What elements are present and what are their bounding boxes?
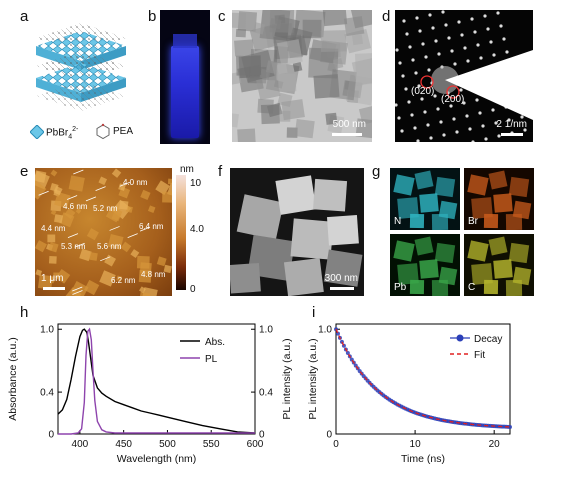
tem-scale-bar-label: 500 nm bbox=[332, 119, 366, 130]
stem-scale-bar-label: 300 nm bbox=[324, 273, 358, 284]
panel-letter-a: a bbox=[20, 8, 29, 25]
x-tick-label: 0 bbox=[333, 439, 339, 450]
thickness-label-7: 5.6 nm bbox=[97, 242, 122, 251]
y-axis-title: Absorbance (a.u.) bbox=[7, 337, 19, 420]
spot-label-020: (020) bbox=[411, 86, 435, 97]
tem-image: 500 nm bbox=[232, 10, 372, 142]
tem-scale-bar bbox=[332, 133, 362, 136]
panel-letter-b: b bbox=[148, 8, 157, 25]
y2-tick-label: 0 bbox=[259, 430, 265, 441]
y-tick-label: 0 bbox=[48, 430, 54, 441]
legend-label: Decay bbox=[474, 334, 502, 345]
thickness-label-4: 6.4 nm bbox=[139, 222, 164, 231]
cuvette-photo bbox=[160, 10, 210, 144]
legend-label: PL bbox=[205, 354, 218, 365]
x-tick-label: 10 bbox=[410, 439, 422, 450]
eds-map-pb: Pb bbox=[390, 234, 460, 296]
saed-scale-bar bbox=[501, 133, 523, 136]
perovskite-structure-diagram bbox=[36, 23, 126, 111]
eds-map-n: N bbox=[390, 168, 460, 230]
colorbar-tick-min: 0 bbox=[190, 284, 196, 295]
y-tick-label: 0 bbox=[326, 430, 332, 441]
panel-letter-d: d bbox=[382, 8, 391, 25]
eds-map-br: Br bbox=[464, 168, 534, 230]
x-axis-title: Time (ns) bbox=[401, 453, 445, 465]
panel-letter-e: e bbox=[20, 163, 29, 180]
panel-letter-c: c bbox=[218, 8, 226, 25]
x-tick-label: 400 bbox=[72, 439, 89, 450]
x-tick-label: 450 bbox=[115, 439, 132, 450]
pbbr4-octahedron-icon bbox=[30, 125, 44, 139]
thickness-label-6: 5.3 nm bbox=[61, 242, 86, 251]
decay-point bbox=[345, 350, 350, 355]
y-tick-label: 1.0 bbox=[318, 325, 332, 336]
panel-letter-g: g bbox=[372, 163, 381, 180]
x-tick-label: 500 bbox=[159, 439, 176, 450]
eds-label-br: Br bbox=[468, 216, 478, 227]
legend-pea: PEA bbox=[113, 126, 134, 137]
eds-map-c: C bbox=[464, 234, 534, 296]
panel-letter-f: f bbox=[218, 163, 223, 180]
legend-pbbr4: PbBr42- bbox=[46, 126, 79, 141]
fit-line bbox=[335, 328, 510, 428]
y-tick-label: 1.0 bbox=[40, 325, 54, 336]
eds-label-c: C bbox=[468, 282, 476, 293]
afm-scale-bar bbox=[43, 287, 65, 290]
pl-decay-chart: 0 10 20 0 1.0 Time (ns) PL intensity (a.u.) Dec… bbox=[307, 323, 512, 465]
afm-scale-bar-label: 1 μm bbox=[41, 273, 64, 284]
afm-image: 4.0 nm 4.6 nm 5.2 nm 6.4 nm 4.4 nm 5.3 n… bbox=[35, 168, 172, 296]
y2-tick-label: 0.4 bbox=[259, 388, 273, 399]
legend-label: Fit bbox=[474, 350, 485, 361]
y-axis-title: PL intensity (a.u.) bbox=[307, 338, 319, 419]
eds-label-pb: Pb bbox=[394, 282, 407, 293]
x-tick-label: 20 bbox=[489, 439, 501, 450]
pea-molecule-icon bbox=[96, 123, 110, 140]
thickness-label-1: 4.0 nm bbox=[123, 178, 148, 187]
afm-colorbar bbox=[176, 175, 186, 290]
colorbar-tick-mid: 4.0 bbox=[190, 224, 204, 235]
series-line-pl bbox=[58, 327, 255, 435]
legend-label: Abs. bbox=[205, 337, 225, 348]
decay-point bbox=[508, 424, 512, 429]
eds-label-n: N bbox=[394, 216, 402, 227]
saed-scale-bar-label: 2 1/nm bbox=[496, 119, 527, 130]
x-axis-title: Wavelength (nm) bbox=[117, 453, 197, 465]
y2-tick-label: 1.0 bbox=[259, 325, 273, 336]
thickness-label-9: 6.2 nm bbox=[111, 276, 136, 285]
stem-scale-bar bbox=[330, 287, 354, 290]
panel-letter-i: i bbox=[312, 304, 316, 321]
x-tick-label: 600 bbox=[247, 439, 264, 450]
panel-letter-h: h bbox=[20, 304, 29, 321]
colorbar-tick-max: 10 bbox=[190, 178, 202, 189]
absorption-pl-chart: 400 450 500 550 60000.41.000.41.0Wavelength … bbox=[7, 323, 293, 465]
thickness-label-3: 5.2 nm bbox=[93, 204, 118, 213]
thickness-label-5: 4.4 nm bbox=[41, 224, 66, 233]
legend-swatch-marker bbox=[456, 334, 464, 342]
series-line-abs bbox=[57, 328, 256, 434]
thickness-label-2: 4.6 nm bbox=[63, 202, 88, 211]
thickness-label-8: 4.8 nm bbox=[141, 270, 166, 279]
x-tick-label: 550 bbox=[203, 439, 220, 450]
y2-axis-title: PL intensity (a.u.) bbox=[281, 338, 293, 419]
colorbar-unit: nm bbox=[180, 164, 194, 175]
saed-pattern: (020) (200) 2 1/nm bbox=[395, 10, 533, 142]
haadf-stem-image: 300 nm bbox=[230, 168, 364, 296]
y-tick-label: 0.4 bbox=[40, 388, 54, 399]
spot-label-200: (200) bbox=[441, 94, 465, 105]
